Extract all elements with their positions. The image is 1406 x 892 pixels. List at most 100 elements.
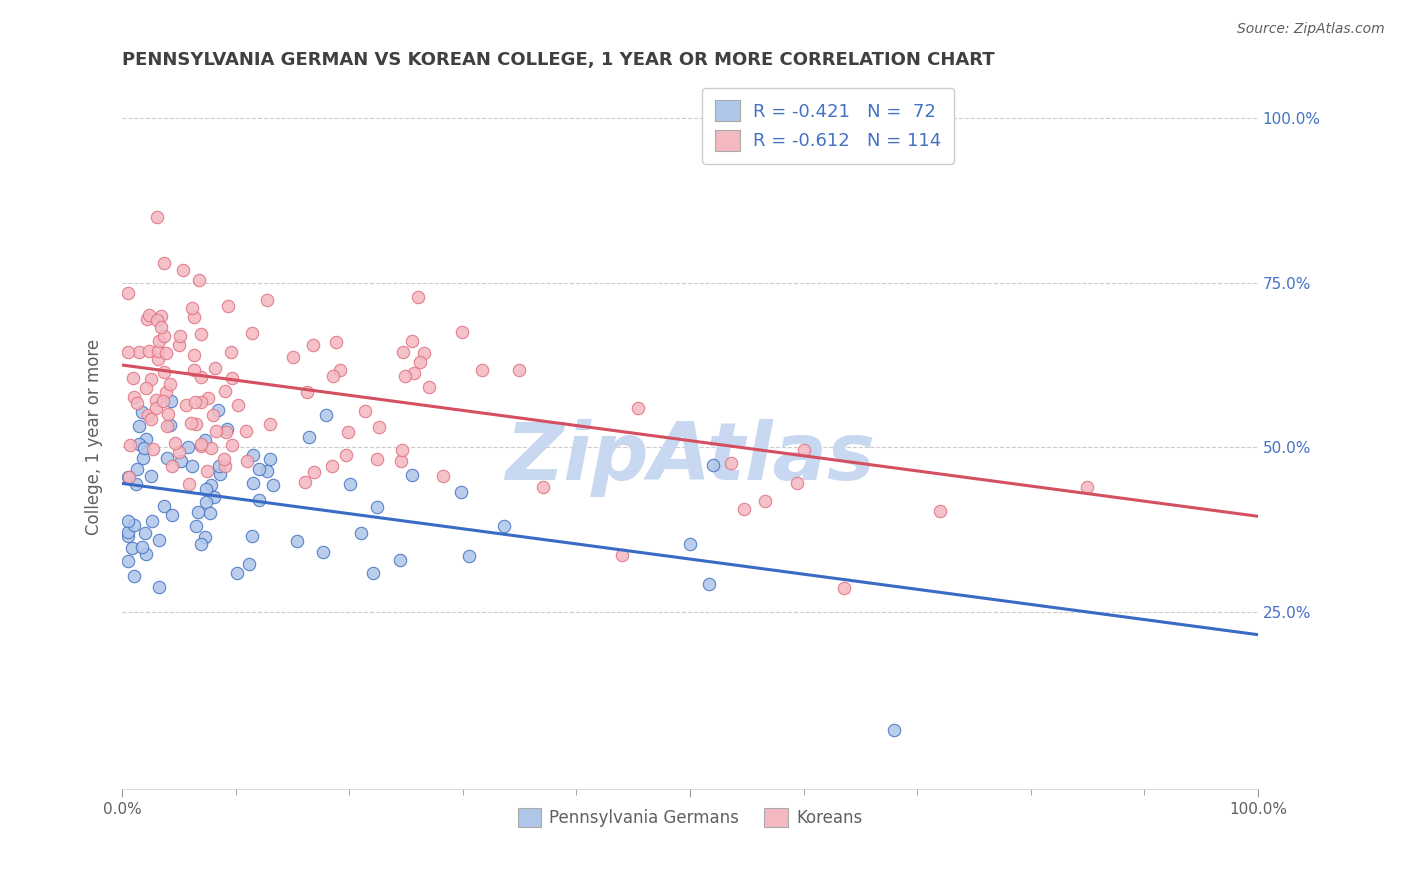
Point [135, 432, 157, 446]
Point [335, 448, 357, 462]
Point [242, 448, 264, 462]
Point [194, 483, 217, 497]
Point [167, 337, 190, 351]
Point [262, 478, 284, 492]
Point [193, 530, 215, 544]
Point [125, 477, 148, 491]
Point [221, 370, 243, 384]
Point [214, 425, 236, 440]
Point [117, 345, 139, 359]
Point [117, 529, 139, 543]
Point [201, 408, 224, 422]
Point [337, 425, 360, 439]
Point [152, 500, 174, 514]
Point [162, 508, 184, 522]
Point [208, 459, 231, 474]
Point [138, 308, 160, 322]
Point [928, 504, 950, 518]
Point [240, 326, 263, 340]
Point [174, 398, 197, 412]
Point [259, 417, 281, 431]
Point [214, 459, 236, 474]
Point [117, 554, 139, 568]
Point [204, 361, 226, 376]
Point [236, 454, 259, 468]
Point [155, 384, 177, 399]
Point [156, 451, 179, 466]
Point [242, 476, 264, 491]
Point [754, 494, 776, 508]
Point [238, 557, 260, 571]
Point [134, 525, 156, 540]
Point [153, 365, 176, 379]
Point [221, 438, 243, 452]
Point [139, 468, 162, 483]
Point [214, 384, 236, 398]
Point [183, 363, 205, 377]
Point [297, 384, 319, 399]
Point [418, 380, 440, 394]
Point [226, 566, 249, 581]
Point [450, 485, 472, 500]
Point [256, 293, 278, 307]
Point [177, 440, 200, 454]
Point [195, 464, 218, 478]
Point [325, 334, 347, 349]
Point [165, 435, 187, 450]
Point [145, 210, 167, 224]
Point [117, 285, 139, 300]
Point [312, 545, 335, 559]
Point [786, 476, 808, 491]
Point [285, 533, 308, 548]
Point [883, 723, 905, 737]
Point [190, 370, 212, 384]
Point [181, 458, 204, 473]
Point [125, 396, 148, 410]
Point [134, 441, 156, 455]
Point [235, 424, 257, 438]
Point [531, 481, 554, 495]
Point [259, 451, 281, 466]
Point [294, 475, 316, 489]
Point [394, 369, 416, 384]
Point [219, 344, 242, 359]
Point [451, 325, 474, 339]
Point [155, 346, 177, 360]
Point [169, 329, 191, 343]
Point [142, 442, 165, 456]
Point [128, 345, 150, 359]
Point [184, 417, 207, 432]
Point [391, 443, 413, 458]
Point [141, 371, 163, 385]
Point [181, 301, 204, 315]
Point [494, 518, 516, 533]
Point [432, 468, 454, 483]
Point [508, 363, 530, 377]
Point [145, 401, 167, 416]
Point [121, 541, 143, 556]
Point [132, 451, 155, 466]
Point [139, 412, 162, 426]
Point [169, 453, 191, 467]
Point [190, 536, 212, 550]
Point [217, 299, 239, 313]
Point [121, 371, 143, 385]
Point [187, 505, 209, 519]
Point [406, 290, 429, 304]
Point [281, 350, 304, 364]
Point [149, 310, 172, 324]
Point [697, 577, 720, 591]
Point [177, 476, 200, 491]
Point [733, 501, 755, 516]
Point [190, 439, 212, 453]
Point [183, 348, 205, 362]
Point [256, 464, 278, 478]
Point [160, 458, 183, 473]
Point [322, 368, 344, 383]
Point [1076, 480, 1098, 494]
Point [146, 343, 169, 358]
Point [194, 495, 217, 509]
Point [321, 458, 343, 473]
Point [247, 461, 270, 475]
Text: PENNSYLVANIA GERMAN VS KOREAN COLLEGE, 1 YEAR OR MORE CORRELATION CHART: PENNSYLVANIA GERMAN VS KOREAN COLLEGE, 1… [122, 51, 994, 69]
